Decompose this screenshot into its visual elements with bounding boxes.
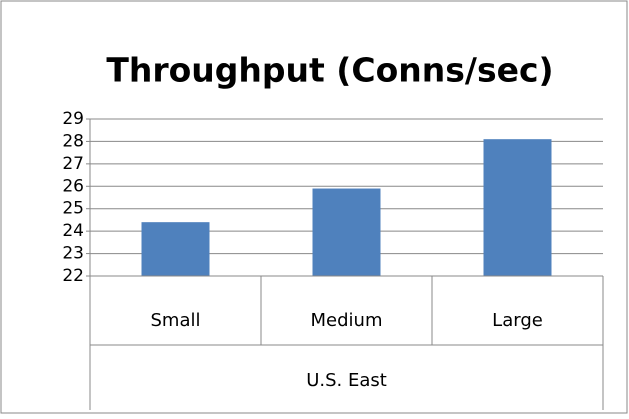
bar — [483, 139, 552, 276]
x-tick-label: Medium — [311, 310, 383, 331]
bar — [312, 188, 381, 276]
group-label: U.S. East — [306, 370, 387, 391]
bar — [141, 222, 210, 276]
y-tick-label: 27 — [62, 154, 84, 174]
y-tick-label: 25 — [62, 199, 84, 219]
y-tick-label: 29 — [62, 109, 84, 129]
x-tick-label: Small — [151, 310, 201, 331]
y-tick-label: 24 — [62, 221, 84, 241]
y-tick-label: 28 — [62, 131, 84, 151]
y-tick-label: 23 — [62, 244, 84, 264]
y-tick-label: 26 — [62, 176, 84, 196]
chart-title: Throughput (Conns/sec) — [106, 51, 553, 90]
x-tick-label: Large — [492, 310, 543, 331]
y-tick-label: 22 — [62, 266, 84, 286]
